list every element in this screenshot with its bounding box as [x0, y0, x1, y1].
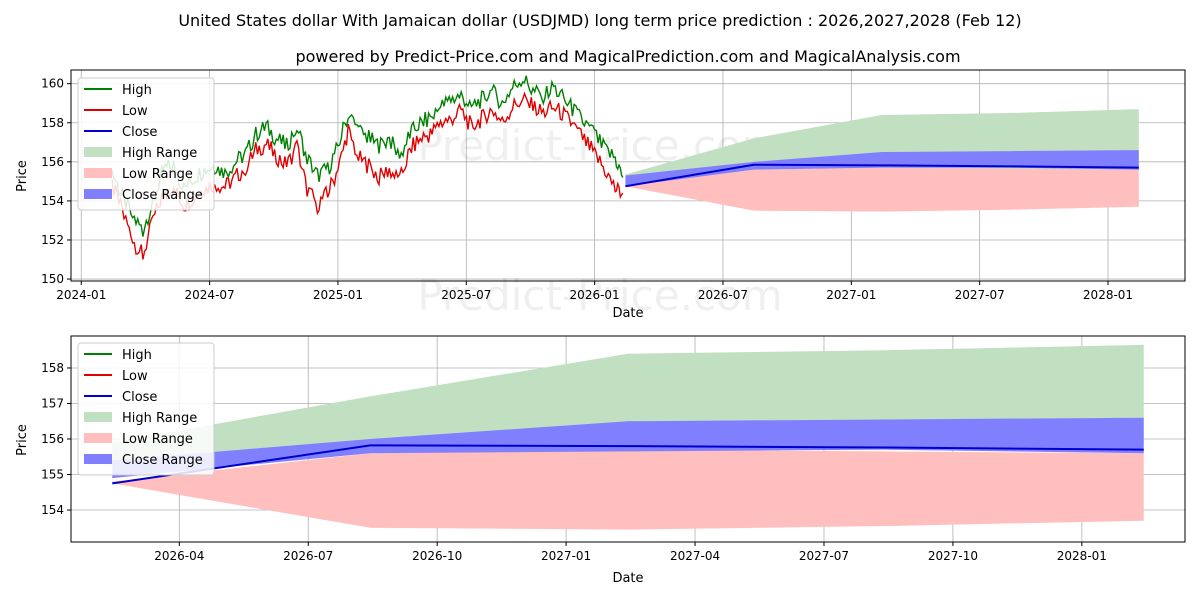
legend-label: Close: [122, 125, 157, 140]
x-tick-label: 2027-01: [826, 288, 876, 302]
top-y-axis-label: Price: [15, 160, 30, 192]
y-tick-label: 152: [41, 233, 64, 247]
x-tick-label: 2024-01: [56, 288, 106, 302]
legend-swatch: [84, 433, 112, 443]
legend-swatch: [84, 147, 112, 157]
legend-label: Low: [122, 104, 148, 119]
x-tick-label: 2027-10: [928, 549, 978, 563]
legend-swatch: [84, 189, 112, 199]
legend-swatch: [84, 412, 112, 422]
x-tick-label: 2026-10: [412, 549, 462, 563]
bottom-x-axis-label: Date: [612, 571, 643, 586]
close-range-band: [625, 150, 1139, 187]
legend-swatch: [84, 454, 112, 464]
top-x-axis-label: Date: [612, 306, 643, 321]
x-tick-label: 2026-07: [698, 288, 748, 302]
legend-label: Close Range: [122, 188, 203, 203]
chart-subtitle: powered by Predict-Price.com and Magical…: [295, 47, 960, 66]
y-tick-label: 150: [41, 272, 64, 286]
close-prediction-line: [112, 444, 1144, 485]
bottom-y-axis-label: Price: [15, 424, 30, 456]
legend-swatch: [84, 168, 112, 178]
x-tick-label: 2026-07: [283, 549, 333, 563]
low-range-band: [112, 449, 1144, 530]
y-tick-label: 156: [41, 432, 64, 446]
legend-label: Close Range: [122, 453, 203, 468]
x-tick-label: 2026-01: [570, 288, 620, 302]
legend-label: High Range: [122, 146, 197, 161]
x-tick-label: 2027-07: [955, 288, 1005, 302]
x-tick-label: 2027-01: [541, 549, 591, 563]
legend-label: High: [122, 83, 152, 98]
x-tick-label: 2026-04: [154, 549, 204, 563]
y-tick-label: 158: [41, 361, 64, 375]
chart-title: United States dollar With Jamaican dolla…: [178, 11, 1021, 30]
legend-label: High Range: [122, 411, 197, 426]
y-tick-label: 154: [41, 503, 64, 517]
bottom-panel: Predict-Price.com 1541551561571582026-04…: [15, 335, 1186, 586]
watermark-top-2: Predict-Price.com: [417, 271, 782, 320]
y-tick-label: 158: [41, 116, 64, 130]
y-tick-label: 160: [41, 77, 64, 91]
x-tick-label: 2027-04: [670, 549, 720, 563]
x-tick-label: 2025-01: [313, 288, 363, 302]
x-tick-label: 2027-07: [799, 549, 849, 563]
x-tick-label: 2024-07: [185, 288, 235, 302]
top-panel-frame: [70, 69, 1186, 282]
x-tick-label: 2025-07: [441, 288, 491, 302]
low-range-band: [625, 167, 1139, 212]
y-tick-label: 154: [41, 194, 64, 208]
legend-label: Low Range: [122, 167, 193, 182]
legend-label: Close: [122, 390, 157, 405]
close-range-band: [112, 417, 1144, 479]
x-tick-label: 2028-01: [1083, 288, 1133, 302]
bottom-legend: High Low Close High Range Low Range Close Ran…: [77, 342, 215, 476]
top-panel: Predict-Price.com Predict-Price.com 1501…: [15, 69, 1186, 321]
x-tick-label: 2028-01: [1057, 549, 1107, 563]
legend-label: High: [122, 348, 152, 363]
y-tick-label: 157: [41, 396, 64, 410]
top-legend: High Low Close High Range Low Range Close Ran…: [77, 77, 215, 211]
y-tick-label: 155: [41, 468, 64, 482]
close-prediction-line: [625, 163, 1139, 188]
y-tick-label: 156: [41, 155, 64, 169]
legend-label: Low: [122, 369, 148, 384]
legend-label: Low Range: [122, 432, 193, 447]
